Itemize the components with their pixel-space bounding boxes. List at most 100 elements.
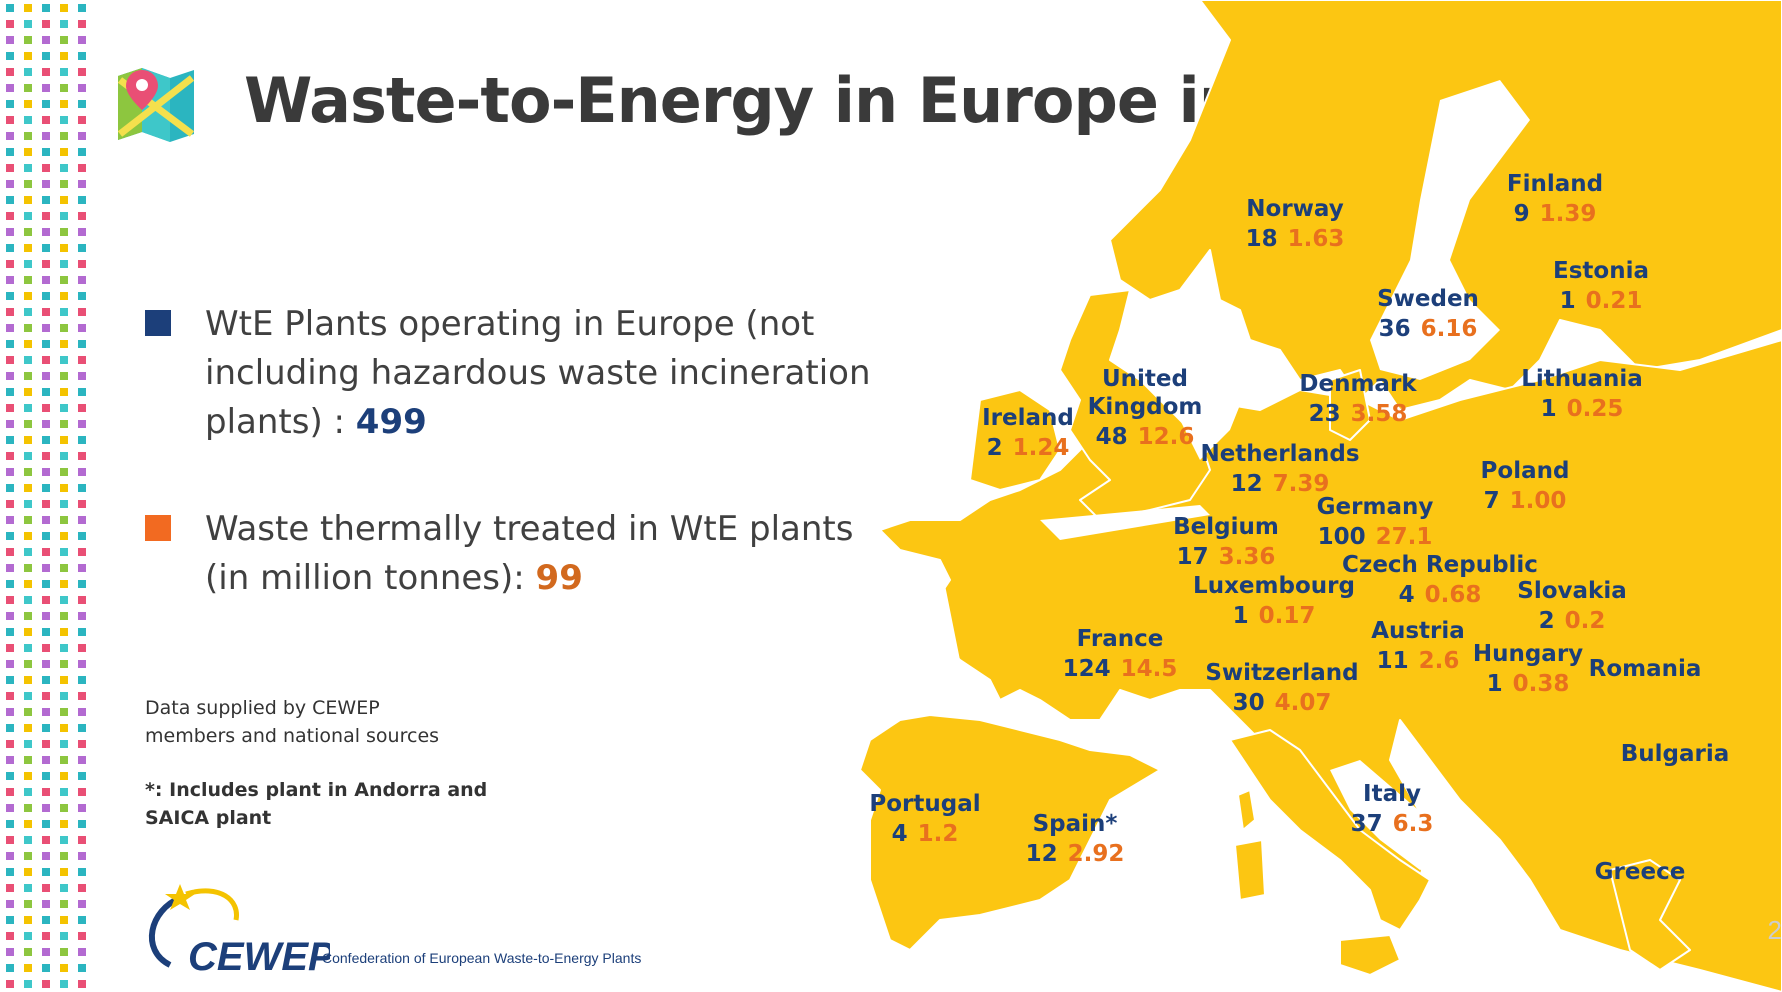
country-name: Denmark [1299,371,1417,397]
source-note: Data supplied by CEWEP members and natio… [145,697,440,747]
country-plants: 2 [1538,608,1555,634]
country-label-germany: Germany 100 27.1 [1317,493,1434,553]
italy-shape [1229,729,1431,931]
country-waste: 0.68 [1424,582,1482,608]
country-name: Norway [1246,196,1344,222]
country-plants: 1 [1232,603,1249,629]
country-plants: 124 [1062,656,1111,682]
country-name: Greece [1594,859,1686,885]
country-name: Bulgaria [1620,741,1730,767]
country-name: Luxembourg [1193,573,1355,599]
country-label-hungary: Hungary 1 0.38 [1473,640,1583,700]
adriatic-sea [1330,760,1450,870]
country-waste: 0.17 [1258,603,1316,629]
country-label-finland: Finland 9 1.39 [1507,170,1603,230]
country-label-norway: Norway 18 1.63 [1246,195,1345,255]
country-label-united-kingdom: United Kingdom 48 12.6 [1088,365,1203,453]
country-waste: 3.58 [1350,401,1408,427]
country-plants: 48 [1095,424,1128,450]
country-label-slovakia: Slovakia 2 0.2 [1517,577,1626,637]
country-name: France [1076,626,1164,652]
country-label-portugal: Portugal 4 1.2 [869,790,980,850]
country-plants: 23 [1308,401,1341,427]
decorative-dot-pattern [6,4,86,988]
country-name: Slovakia [1517,578,1627,604]
country-name: Finland [1506,171,1604,197]
country-plants: 36 [1378,316,1411,342]
country-name: Germany [1316,494,1434,520]
legend-plants-text: WtE Plants operating in Europe (not incl… [205,304,871,442]
page-number: 2 [1767,915,1782,945]
country-label-luxembourg: Luxembourg 1 0.17 [1193,572,1355,632]
country-waste: 6.16 [1420,316,1478,342]
legend-waste-swatch [145,515,171,541]
country-name: Switzerland [1205,660,1359,686]
country-name: Belgium [1173,514,1279,540]
country-label-czech-republic: Czech Republic 4 0.68 [1342,551,1538,611]
sardinia-shape [1234,839,1266,901]
english-channel [1040,505,1210,540]
country-plants: 1 [1559,288,1576,314]
country-label-switzerland: Switzerland 30 4.07 [1205,659,1358,719]
country-waste: 4.07 [1274,690,1332,716]
country-name: Poland [1480,458,1570,484]
country-waste: 1.63 [1287,226,1345,252]
country-plants: 100 [1317,524,1366,550]
legend-plants-value: 499 [355,402,427,442]
country-plants: 4 [891,821,908,847]
country-waste: 7.39 [1272,471,1330,497]
logo-tagline: Confederation of European Waste-to-Energ… [322,950,642,966]
country-name: Ireland [982,405,1074,431]
ireland-shape [969,389,1061,491]
country-name: Austria [1371,618,1465,644]
country-label-romania: Romania [1589,655,1702,683]
country-plants: 18 [1245,226,1278,252]
country-waste: 0.2 [1564,608,1606,634]
country-name: United Kingdom [1087,366,1203,420]
country-label-denmark: Denmark 23 3.58 [1299,370,1416,430]
country-plants: 37 [1350,811,1383,837]
country-label-bulgaria: Bulgaria [1621,740,1730,768]
country-waste: 0.38 [1512,671,1570,697]
country-label-italy: Italy 37 6.3 [1351,780,1434,840]
country-name: Hungary [1472,641,1584,667]
country-waste: 1.00 [1509,488,1567,514]
bay-of-biscay [850,560,1000,712]
country-waste: 1.24 [1012,435,1070,461]
iberia-shape [859,714,1161,951]
country-label-greece: Greece [1595,858,1686,886]
country-label-netherlands: Netherlands 12 7.39 [1200,440,1359,500]
country-name: Czech Republic [1342,552,1538,578]
country-name: Italy [1363,781,1421,807]
country-waste: 27.1 [1375,524,1433,550]
country-name: Estonia [1553,258,1649,284]
country-label-spain: Spain* 12 2.92 [1026,810,1125,870]
cewep-logo: CEWEP [140,880,335,985]
country-waste: 3.36 [1218,544,1276,570]
country-plants: 11 [1376,648,1409,674]
country-plants: 17 [1176,544,1209,570]
country-waste: 2.6 [1418,648,1460,674]
country-waste: 0.25 [1566,396,1624,422]
country-label-ireland: Ireland 2 1.24 [982,404,1074,464]
greece-shape [1609,859,1691,971]
country-label-france: France 124 14.5 [1063,625,1178,685]
svg-text:CEWEP: CEWEP [188,935,330,979]
map-pin-icon [116,64,196,149]
country-label-lithuania: Lithuania 1 0.25 [1521,365,1643,425]
country-plants: 1 [1540,396,1557,422]
country-name: Lithuania [1521,366,1643,392]
country-plants: 9 [1513,201,1530,227]
country-waste: 6.3 [1392,811,1434,837]
country-plants: 2 [986,435,1003,461]
corsica-shape [1237,789,1256,831]
country-name: Sweden [1377,286,1479,312]
country-label-sweden: Sweden 36 6.16 [1377,285,1479,345]
country-plants: 30 [1232,690,1265,716]
north-sea [1150,300,1250,460]
country-label-poland: Poland 7 1.00 [1481,457,1570,517]
country-name: Romania [1588,656,1702,682]
country-name: Spain* [1032,811,1118,837]
country-name: Portugal [869,791,981,817]
